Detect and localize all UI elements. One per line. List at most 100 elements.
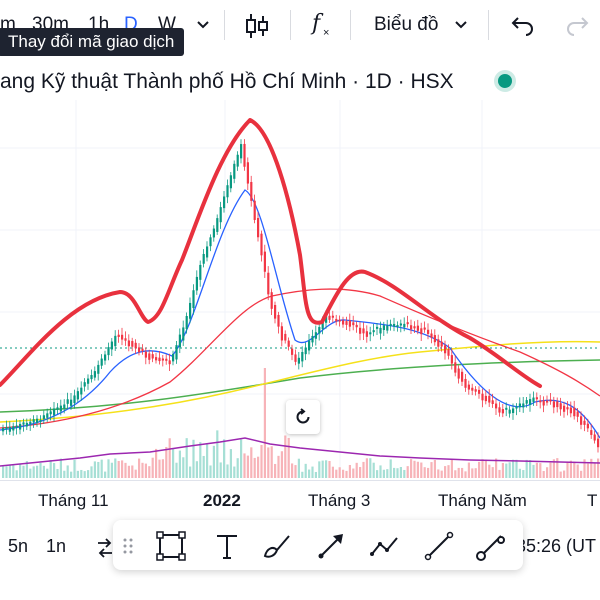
arrow-tool-icon[interactable] — [315, 530, 347, 562]
volume-bar — [29, 468, 32, 478]
candlestick-icon[interactable] — [244, 12, 270, 40]
candle-body — [597, 438, 600, 448]
candle-body — [406, 322, 409, 325]
volume-ma-line — [0, 437, 600, 467]
volume-bar — [192, 439, 195, 478]
candle-body — [257, 217, 260, 238]
redo-icon[interactable] — [564, 14, 590, 36]
chart-type-button[interactable]: Biểu đồ — [374, 14, 439, 35]
candle-body — [148, 353, 151, 360]
candle-body — [267, 272, 270, 295]
indicators-button[interactable]: f — [312, 11, 321, 36]
candle-body — [2, 428, 5, 432]
candle-body — [386, 325, 389, 331]
volume-bar — [178, 450, 181, 478]
volume-bar — [410, 459, 413, 478]
candle-body — [206, 246, 209, 258]
candle-body — [83, 382, 86, 387]
candle-body — [107, 347, 110, 356]
volume-bar — [539, 463, 542, 478]
volume-bar — [260, 444, 263, 478]
candle-body — [552, 401, 555, 408]
volume-bar — [593, 462, 596, 478]
path-tool-icon[interactable] — [369, 530, 401, 562]
brush-tool-icon[interactable] — [261, 530, 293, 562]
range-5n[interactable]: 5n — [8, 536, 29, 556]
drag-handle-icon[interactable] — [121, 530, 135, 562]
text-tool-icon[interactable] — [211, 530, 243, 562]
symbol-title[interactable]: ang Kỹ thuật Thành phố Hồ Chí Minh · 1D … — [0, 70, 454, 93]
volume-bar — [311, 466, 314, 478]
volume-bar — [243, 453, 246, 478]
volume-bar — [236, 458, 239, 478]
candle-body — [488, 395, 491, 403]
x-label-mar: Tháng 3 — [308, 491, 371, 510]
price-chart[interactable] — [0, 100, 600, 480]
volume-bar — [15, 470, 18, 478]
chevron-down-icon[interactable] — [196, 20, 210, 30]
candle-body — [427, 329, 430, 334]
rectangle-tool-icon[interactable] — [155, 530, 187, 562]
volume-bar — [8, 465, 11, 478]
volume-bar — [83, 471, 86, 478]
candle-body — [311, 335, 314, 343]
candle-body — [576, 411, 579, 417]
reset-icon — [296, 408, 310, 424]
volume-bar — [280, 451, 283, 478]
volume-bar — [253, 457, 256, 478]
candle-body — [56, 407, 59, 410]
volume-bar — [93, 461, 96, 478]
range-1n[interactable]: 1n — [46, 536, 67, 556]
volume-bar — [335, 469, 338, 478]
candle-body — [114, 335, 117, 347]
date-range-icon[interactable] — [96, 538, 114, 558]
volume-bar — [202, 455, 205, 478]
candle-body — [416, 325, 419, 331]
volume-bar — [104, 471, 107, 478]
toolbar-divider — [488, 10, 489, 40]
volume-bar — [529, 460, 532, 478]
reset-chart-button[interactable] — [286, 400, 320, 434]
trend-line-icon[interactable] — [423, 530, 455, 562]
volume-bar — [495, 458, 498, 478]
ma-green — [0, 359, 600, 413]
candle-body — [8, 426, 11, 432]
candle-body — [478, 389, 481, 394]
candle-body — [287, 340, 290, 347]
volume-bar — [100, 459, 103, 478]
candle-body — [437, 339, 440, 347]
candle-body — [331, 315, 334, 318]
volume-bar — [563, 470, 566, 478]
volume-bars — [2, 368, 600, 478]
volume-bar — [76, 470, 79, 478]
volume-bar — [49, 459, 52, 478]
candle-body — [457, 368, 460, 379]
undo-icon[interactable] — [510, 14, 536, 36]
volume-bar — [359, 467, 362, 478]
candle-body — [308, 340, 311, 351]
candle-body — [141, 348, 144, 352]
volume-bar — [522, 470, 525, 478]
volume-bar — [46, 468, 49, 478]
volume-bar — [134, 469, 137, 478]
candle-body — [484, 395, 487, 402]
candle-body — [12, 426, 15, 431]
candles — [2, 139, 600, 453]
candle-body — [314, 332, 317, 339]
ma-yellow — [0, 340, 600, 423]
chevron-down-icon[interactable] — [454, 20, 468, 30]
volume-bar — [413, 460, 416, 478]
ray-tool-icon[interactable] — [475, 530, 507, 562]
volume-bar — [56, 468, 59, 478]
candle-body — [155, 357, 158, 361]
volume-bar — [362, 461, 365, 478]
candle-body — [178, 334, 181, 348]
volume-bar — [566, 462, 569, 478]
volume-bar — [546, 467, 549, 478]
volume-bar — [474, 468, 477, 478]
volume-bar — [488, 464, 491, 478]
volume-bar — [573, 461, 576, 478]
candle-body — [175, 345, 178, 360]
candle-body — [590, 430, 593, 435]
volume-bar — [199, 442, 202, 478]
